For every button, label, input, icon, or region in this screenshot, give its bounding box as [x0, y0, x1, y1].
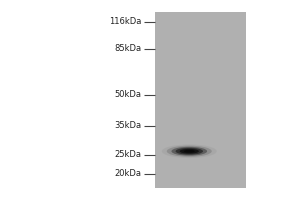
Text: 50kDa: 50kDa: [115, 90, 142, 99]
Ellipse shape: [180, 149, 199, 154]
Text: 85kDa: 85kDa: [115, 44, 142, 53]
Ellipse shape: [167, 146, 212, 157]
Text: 25kDa: 25kDa: [115, 150, 142, 159]
Ellipse shape: [171, 147, 207, 156]
Ellipse shape: [184, 150, 195, 153]
Text: 20kDa: 20kDa: [115, 169, 142, 178]
Bar: [154, 12, 246, 188]
Ellipse shape: [176, 148, 203, 155]
Text: 116kDa: 116kDa: [109, 17, 142, 26]
Text: 35kDa: 35kDa: [115, 121, 142, 130]
Ellipse shape: [162, 144, 217, 158]
